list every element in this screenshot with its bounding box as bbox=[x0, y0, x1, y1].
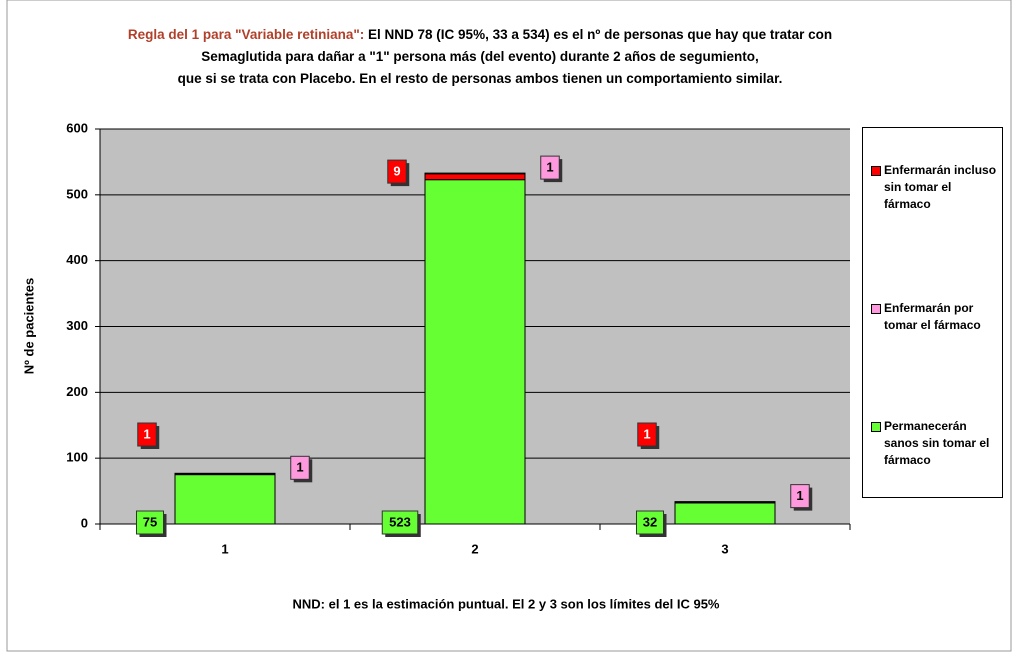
title-line: que si se trata con Placebo. En el resto… bbox=[0, 68, 960, 90]
data-label-box bbox=[790, 484, 810, 509]
data-label-box bbox=[290, 455, 310, 480]
data-label: 1 bbox=[790, 484, 813, 511]
y-tick-label: 200 bbox=[66, 384, 88, 399]
legend-label: Permanecerán sanos sin tomar el fármaco bbox=[884, 419, 990, 467]
legend-item: Permanecerán sanos sin tomar el fármaco bbox=[871, 418, 999, 469]
data-label-text: 32 bbox=[643, 514, 657, 529]
title-line: Semaglutida para dañar a "1" persona más… bbox=[0, 46, 960, 68]
y-axis-label: Nº de pacientes bbox=[21, 278, 36, 375]
bar-segment bbox=[424, 173, 526, 181]
data-label-box bbox=[381, 510, 419, 535]
legend-item: Enfermarán incluso sin tomar el fármaco bbox=[871, 162, 999, 213]
title-line: Regla del 1 para "Variable retiniana": E… bbox=[0, 24, 960, 46]
y-tick-label: 500 bbox=[66, 186, 88, 201]
data-label: 1 bbox=[540, 155, 563, 183]
bar-segment bbox=[424, 172, 526, 175]
title-lead: Regla del 1 para "Variable retiniana": bbox=[127, 27, 365, 42]
legend-swatch bbox=[871, 166, 881, 176]
x-axis-label: NND: el 1 es la estimación puntual. El 2… bbox=[293, 596, 720, 611]
data-label-text: 523 bbox=[389, 514, 411, 529]
data-label: 523 bbox=[381, 510, 421, 537]
legend-label: Enfermarán incluso sin tomar el fármaco bbox=[884, 163, 997, 211]
data-label-box bbox=[636, 510, 664, 535]
data-label: 1 bbox=[637, 422, 660, 449]
data-label-box bbox=[136, 510, 164, 535]
data-label: 1 bbox=[137, 422, 160, 449]
chart-title: Regla del 1 para "Variable retiniana": E… bbox=[0, 24, 960, 90]
chart-border bbox=[6, 0, 1012, 652]
bar-segment bbox=[674, 501, 776, 503]
legend-swatch bbox=[871, 422, 881, 432]
y-tick-label: 300 bbox=[66, 318, 88, 333]
data-label-box bbox=[637, 422, 657, 447]
data-label-box bbox=[540, 155, 560, 180]
data-label: 9 bbox=[387, 159, 410, 187]
data-label-text: 9 bbox=[393, 164, 400, 179]
x-tick-label: 2 bbox=[471, 541, 478, 556]
title-text: que si se trata con Placebo. En el resto… bbox=[177, 71, 783, 86]
x-tick-label: 3 bbox=[721, 541, 728, 556]
title-text: Semaglutida para dañar a "1" persona más… bbox=[201, 49, 759, 64]
title-text: El NND 78 (IC 95%, 33 a 534) es el nº de… bbox=[368, 27, 833, 42]
data-label-text: 1 bbox=[143, 426, 150, 441]
data-label-text: 1 bbox=[296, 460, 303, 475]
data-label-text: 1 bbox=[796, 488, 803, 503]
legend-swatch bbox=[871, 304, 881, 314]
data-label: 75 bbox=[136, 510, 167, 537]
data-label-text: 1 bbox=[546, 160, 553, 175]
bar-segment bbox=[424, 179, 526, 525]
bar-segment bbox=[674, 502, 776, 525]
bar-segment bbox=[174, 472, 276, 475]
data-label-text: 75 bbox=[143, 514, 157, 529]
y-tick-label: 400 bbox=[66, 252, 88, 267]
legend-item: Enfermarán por tomar el fármaco bbox=[871, 300, 999, 334]
y-tick-label: 600 bbox=[66, 120, 88, 135]
data-label: 32 bbox=[636, 510, 667, 537]
data-label-box bbox=[387, 159, 407, 184]
bar-segment bbox=[174, 474, 276, 525]
data-label: 1 bbox=[290, 455, 313, 483]
legend: Enfermarán incluso sin tomar el fármaco E… bbox=[862, 127, 1003, 498]
x-tick-label: 1 bbox=[221, 541, 228, 556]
data-label-text: 1 bbox=[643, 426, 650, 441]
legend-label: Enfermarán por tomar el fármaco bbox=[884, 301, 981, 332]
y-tick-label: 100 bbox=[66, 450, 88, 465]
y-tick-label: 0 bbox=[81, 515, 88, 530]
data-label-box bbox=[137, 422, 157, 447]
